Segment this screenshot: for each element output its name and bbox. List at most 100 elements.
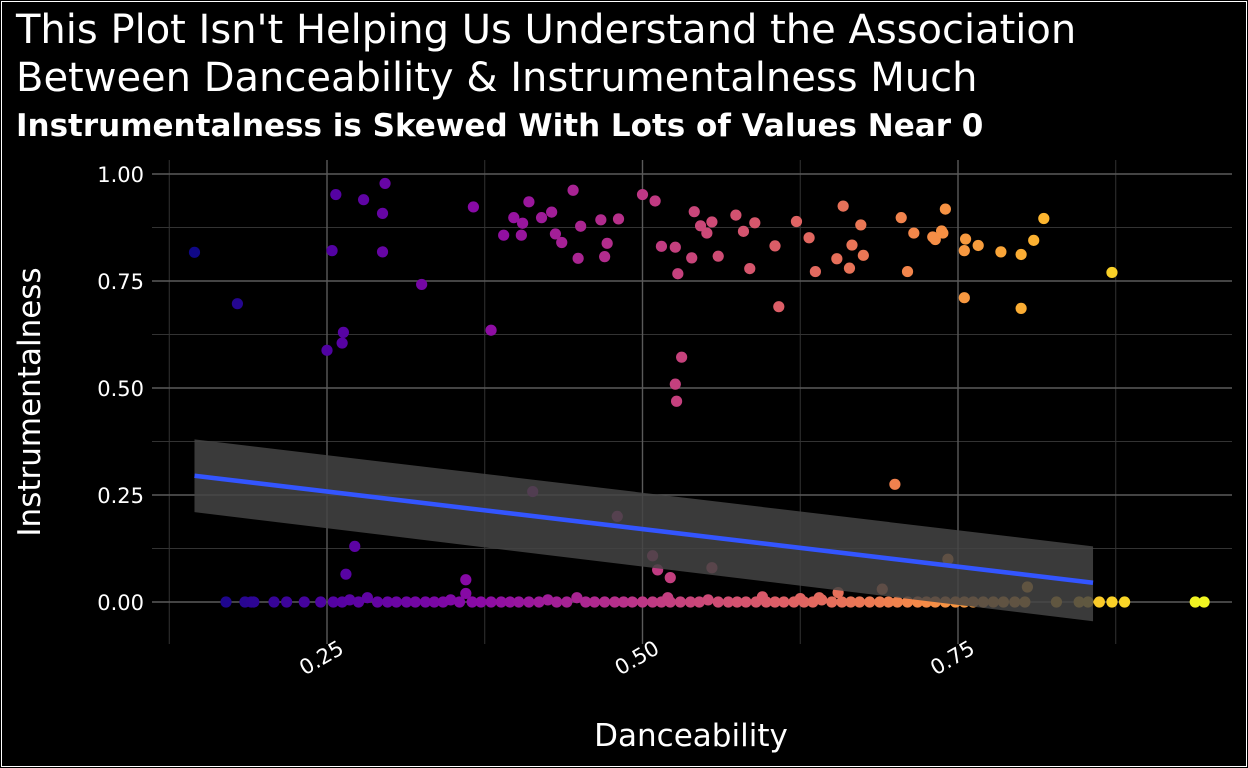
- y-tick-label: 0.25: [97, 484, 144, 508]
- data-point: [357, 194, 370, 206]
- data-point: [712, 250, 724, 262]
- chart-title: This Plot Isn't Helping Us Understand th…: [16, 7, 1077, 101]
- data-point: [390, 596, 403, 608]
- data-point: [517, 217, 529, 229]
- data-point: [769, 596, 781, 608]
- data-point: [744, 262, 756, 275]
- data-point: [321, 344, 333, 356]
- data-point: [803, 232, 815, 244]
- data-point: [646, 596, 659, 608]
- data-point: [340, 568, 352, 580]
- data-point: [327, 596, 339, 608]
- data-point: [567, 184, 579, 196]
- data-point: [599, 251, 611, 263]
- data-point: [959, 233, 972, 245]
- data-point: [523, 596, 535, 608]
- data-point: [1038, 212, 1050, 225]
- data-point: [376, 246, 389, 258]
- data-point: [669, 241, 681, 253]
- data-point: [676, 351, 688, 363]
- data-point: [935, 225, 948, 237]
- data-point: [336, 337, 348, 349]
- data-point: [730, 209, 742, 221]
- y-tick-label: 0.50: [97, 377, 144, 401]
- data-point: [669, 378, 681, 390]
- x-axis-title: Danceability: [594, 718, 788, 754]
- data-point: [636, 596, 649, 608]
- data-point: [1198, 596, 1210, 608]
- data-point: [846, 239, 858, 251]
- data-point: [571, 592, 583, 604]
- data-point: [794, 592, 806, 605]
- data-point: [929, 233, 941, 246]
- data-point: [556, 236, 568, 249]
- data-point: [891, 596, 904, 608]
- data-point: [686, 252, 698, 264]
- data-point: [712, 596, 724, 608]
- data-point: [498, 229, 510, 241]
- x-axis-ticks: 0.25 0.50 0.75: [295, 636, 979, 680]
- data-point: [790, 215, 803, 228]
- data-point: [1028, 234, 1040, 246]
- data-point: [831, 253, 843, 265]
- data-point: [445, 594, 457, 606]
- data-point: [599, 596, 611, 608]
- trend-line-layer: [194, 473, 1094, 585]
- data-point: [400, 596, 413, 608]
- x-tick-label: 0.25: [295, 636, 348, 680]
- data-point: [609, 596, 621, 608]
- data-point: [575, 220, 587, 232]
- data-point: [972, 239, 984, 252]
- data-point: [542, 594, 554, 606]
- data-point: [475, 596, 487, 608]
- data-point: [706, 216, 718, 228]
- data-point: [684, 596, 697, 608]
- data-point: [508, 212, 520, 224]
- data-point: [612, 213, 625, 225]
- data-point: [1106, 266, 1118, 279]
- data-point: [485, 596, 497, 608]
- data-point: [778, 596, 790, 608]
- data-point: [188, 246, 201, 258]
- data-point: [1015, 302, 1027, 314]
- data-point: [655, 240, 668, 252]
- data-point: [298, 596, 310, 608]
- data-point: [220, 596, 232, 608]
- data-point: [617, 596, 630, 608]
- data-point: [376, 207, 389, 219]
- data-point: [419, 596, 432, 608]
- data-point: [337, 326, 350, 338]
- trend-line: [194, 473, 1094, 585]
- data-point: [1093, 596, 1105, 608]
- data-point: [939, 203, 951, 215]
- data-point: [523, 196, 535, 208]
- data-point: [864, 596, 876, 608]
- data-point: [749, 217, 761, 229]
- data-point: [1189, 596, 1201, 608]
- data-point: [515, 229, 527, 241]
- y-axis-title: Instrumentalness: [12, 267, 48, 536]
- data-point: [344, 594, 356, 606]
- data-point: [513, 596, 525, 608]
- y-tick-label: 0.75: [97, 270, 144, 294]
- data-point: [722, 596, 734, 608]
- data-point: [495, 596, 507, 608]
- data-point: [535, 212, 548, 224]
- data-point: [674, 596, 686, 608]
- data-point: [466, 596, 478, 608]
- data-point: [1015, 248, 1027, 261]
- data-point: [349, 540, 361, 552]
- data-point: [845, 596, 857, 608]
- y-tick-label: 0.00: [97, 591, 144, 615]
- y-tick-label: 1.00: [97, 163, 144, 187]
- data-point: [889, 478, 901, 490]
- data-point: [688, 206, 700, 218]
- data-point: [809, 265, 821, 278]
- data-point: [268, 596, 280, 608]
- data-point: [626, 596, 639, 608]
- data-point: [580, 596, 592, 608]
- data-point: [855, 219, 867, 231]
- data-point: [595, 214, 607, 226]
- data-point: [672, 268, 684, 280]
